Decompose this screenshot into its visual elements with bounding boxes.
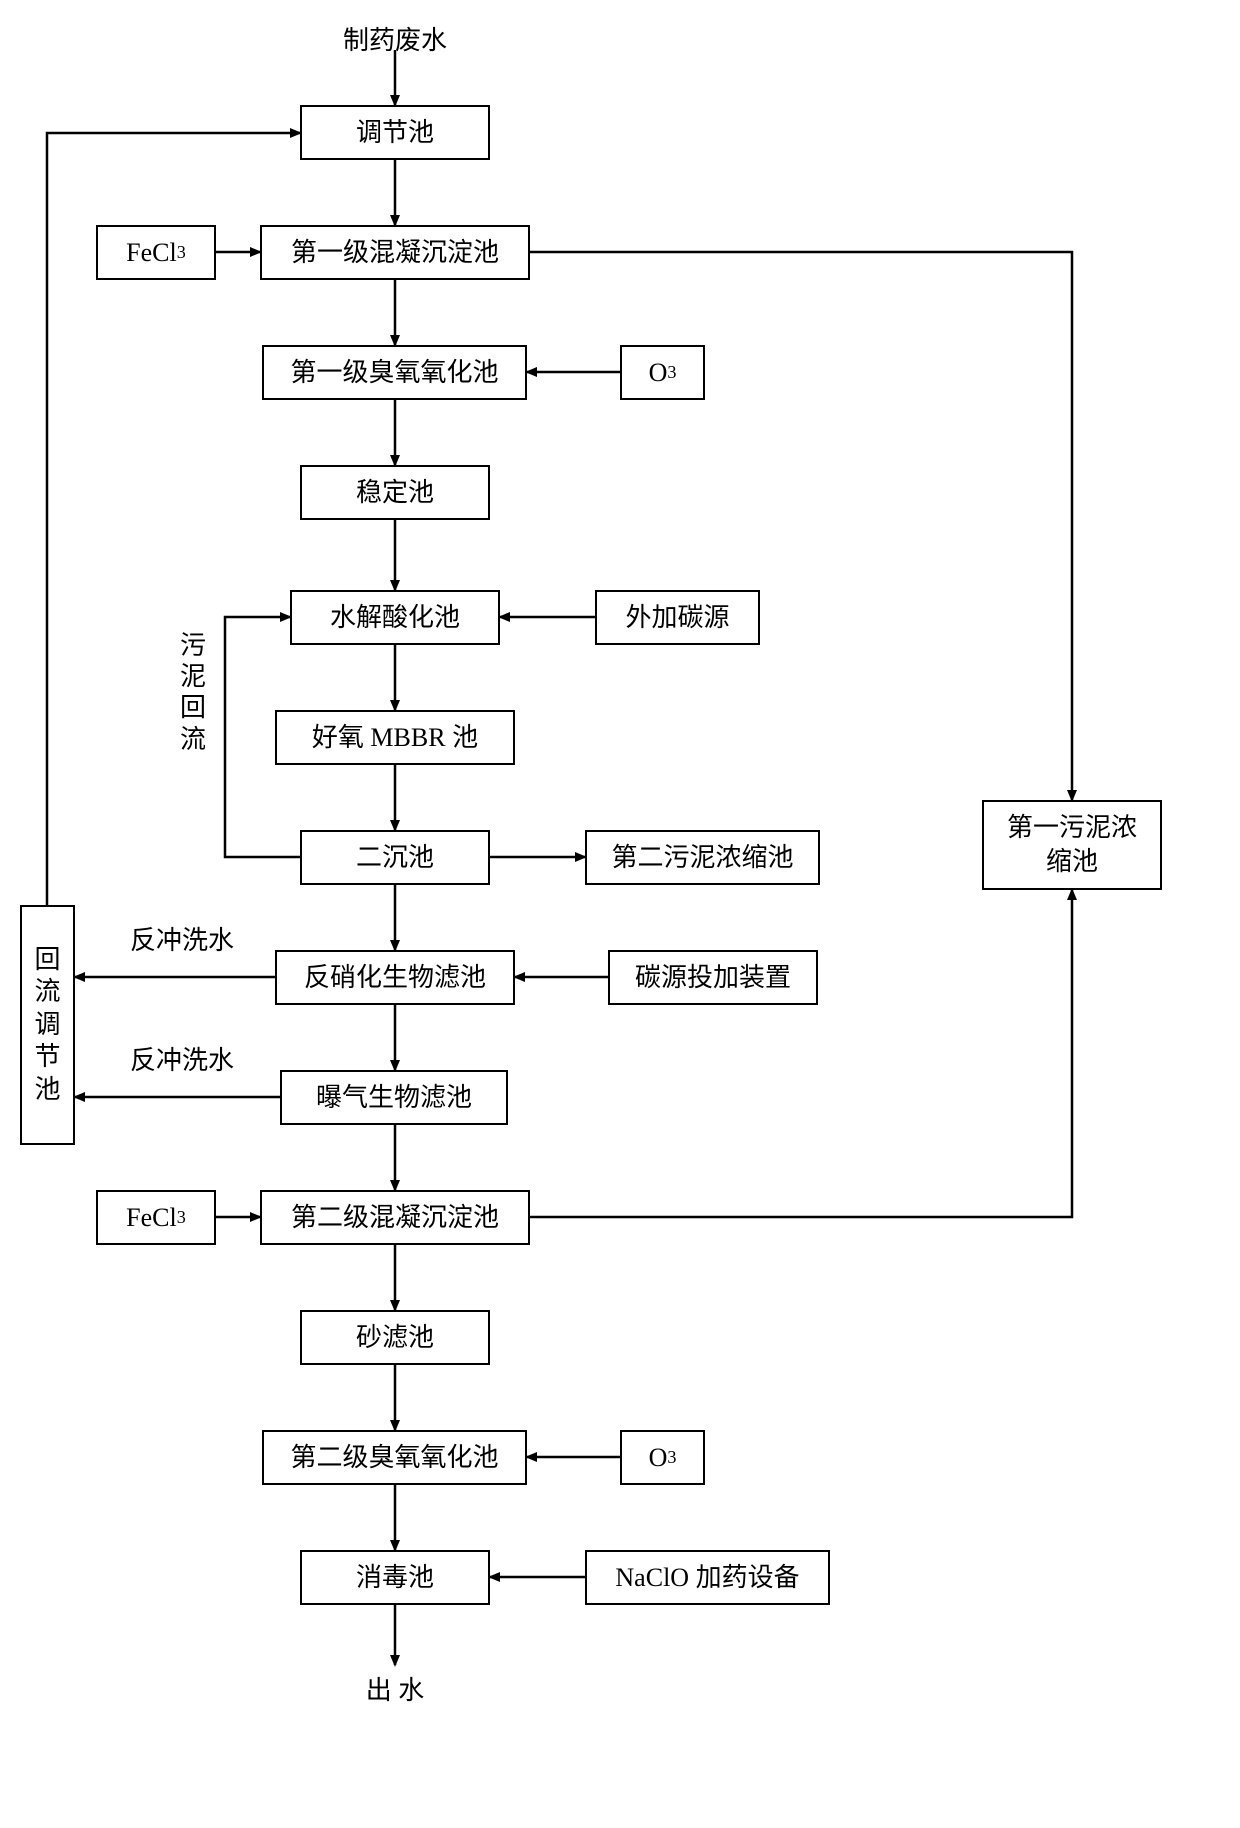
node-sludge2: 第二污泥浓缩池 xyxy=(585,830,820,885)
edge xyxy=(530,890,1072,1217)
edge-label-sludge_reflux: 污泥回流 xyxy=(180,630,206,755)
node-n2: 第一级混凝沉淀池 xyxy=(260,225,530,280)
node-n10: 第二级混凝沉淀池 xyxy=(260,1190,530,1245)
node-fecl3_1: FeCl3 xyxy=(96,225,216,280)
node-o3_1: O3 xyxy=(620,345,705,400)
node-sludge1: 第一污泥浓 缩池 xyxy=(982,800,1162,890)
node-n8: 反硝化生物滤池 xyxy=(275,950,515,1005)
node-reflux: 回流调节池 xyxy=(20,905,75,1145)
node-n12: 第二级臭氧氧化池 xyxy=(262,1430,527,1485)
edge-label-backwash2: 反冲洗水 xyxy=(130,1040,234,1077)
node-n7: 二沉池 xyxy=(300,830,490,885)
node-n13: 消毒池 xyxy=(300,1550,490,1605)
node-carbon2: 碳源投加装置 xyxy=(608,950,818,1005)
node-n3: 第一级臭氧氧化池 xyxy=(262,345,527,400)
node-o3_2: O3 xyxy=(620,1430,705,1485)
node-n9: 曝气生物滤池 xyxy=(280,1070,508,1125)
node-n1: 调节池 xyxy=(300,105,490,160)
edge xyxy=(530,252,1072,800)
node-n4: 稳定池 xyxy=(300,465,490,520)
edge-label-backwash1: 反冲洗水 xyxy=(130,920,234,957)
text-start: 制药废水 xyxy=(320,20,470,57)
node-carbon1: 外加碳源 xyxy=(595,590,760,645)
node-n5: 水解酸化池 xyxy=(290,590,500,645)
node-fecl3_2: FeCl3 xyxy=(96,1190,216,1245)
node-n6: 好氧 MBBR 池 xyxy=(275,710,515,765)
node-n11: 砂滤池 xyxy=(300,1310,490,1365)
node-naclo: NaClO 加药设备 xyxy=(585,1550,830,1605)
text-end: 出 水 xyxy=(320,1670,470,1707)
